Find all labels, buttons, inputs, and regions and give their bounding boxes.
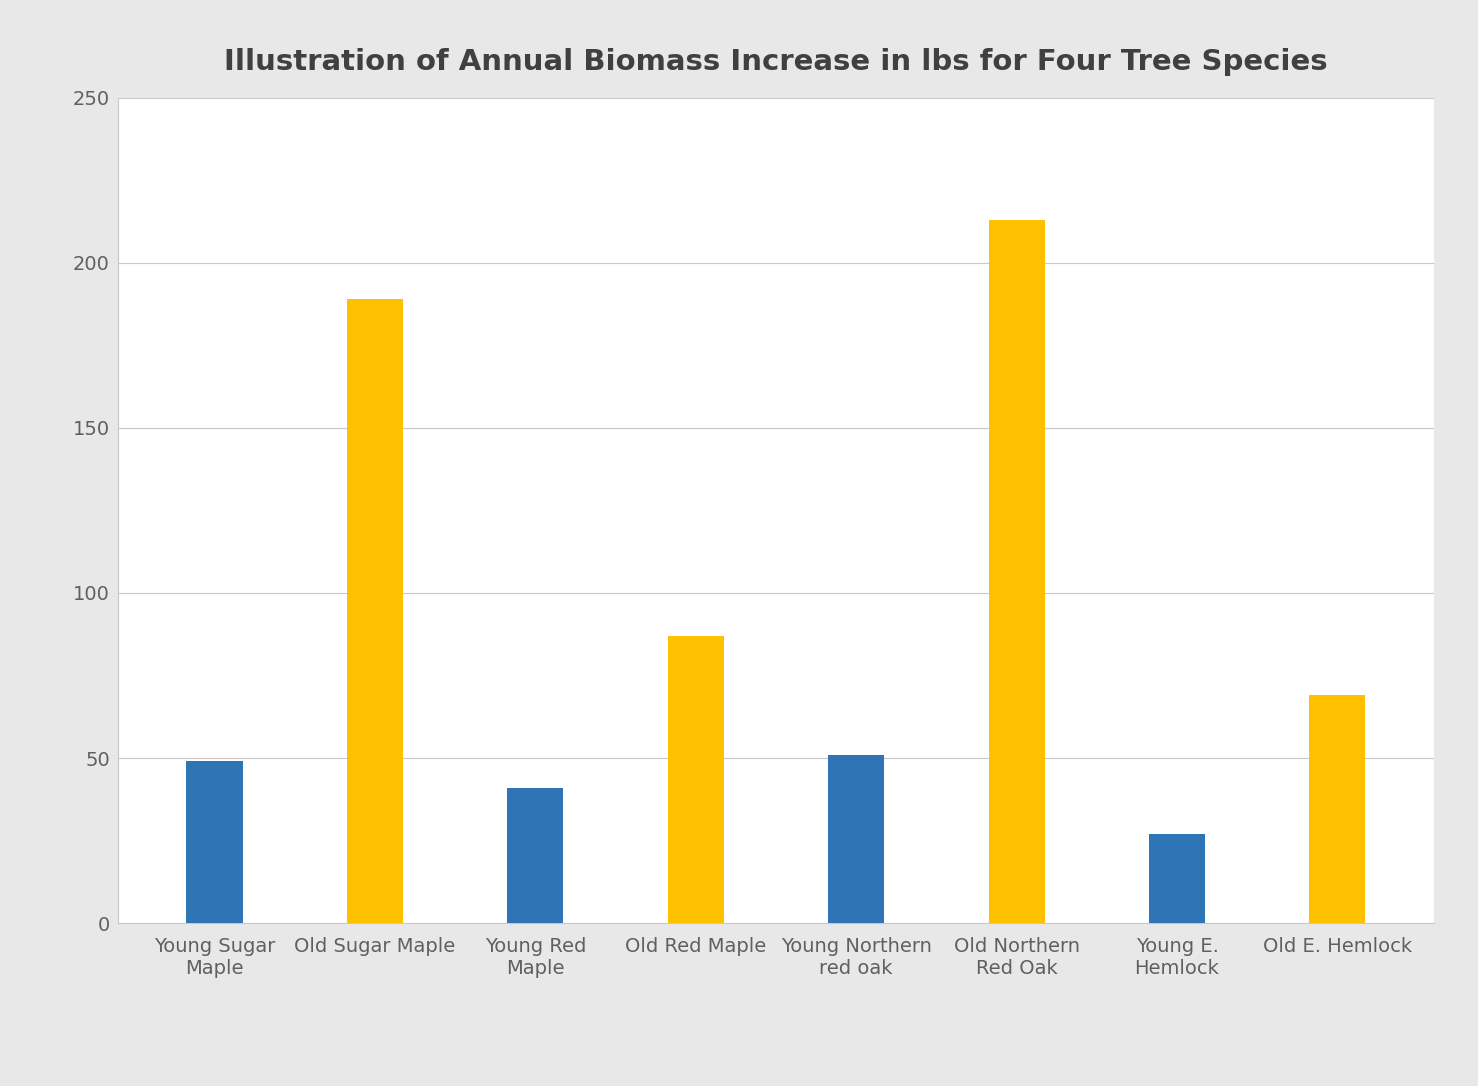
Title: Illustration of Annual Biomass Increase in lbs for Four Tree Species: Illustration of Annual Biomass Increase …: [225, 48, 1327, 76]
Bar: [186, 761, 242, 923]
Bar: [668, 636, 724, 923]
Bar: [1148, 834, 1205, 923]
Bar: [507, 787, 563, 923]
Bar: [347, 299, 403, 923]
Bar: [828, 755, 884, 923]
Bar: [989, 219, 1045, 923]
Bar: [1310, 695, 1366, 923]
